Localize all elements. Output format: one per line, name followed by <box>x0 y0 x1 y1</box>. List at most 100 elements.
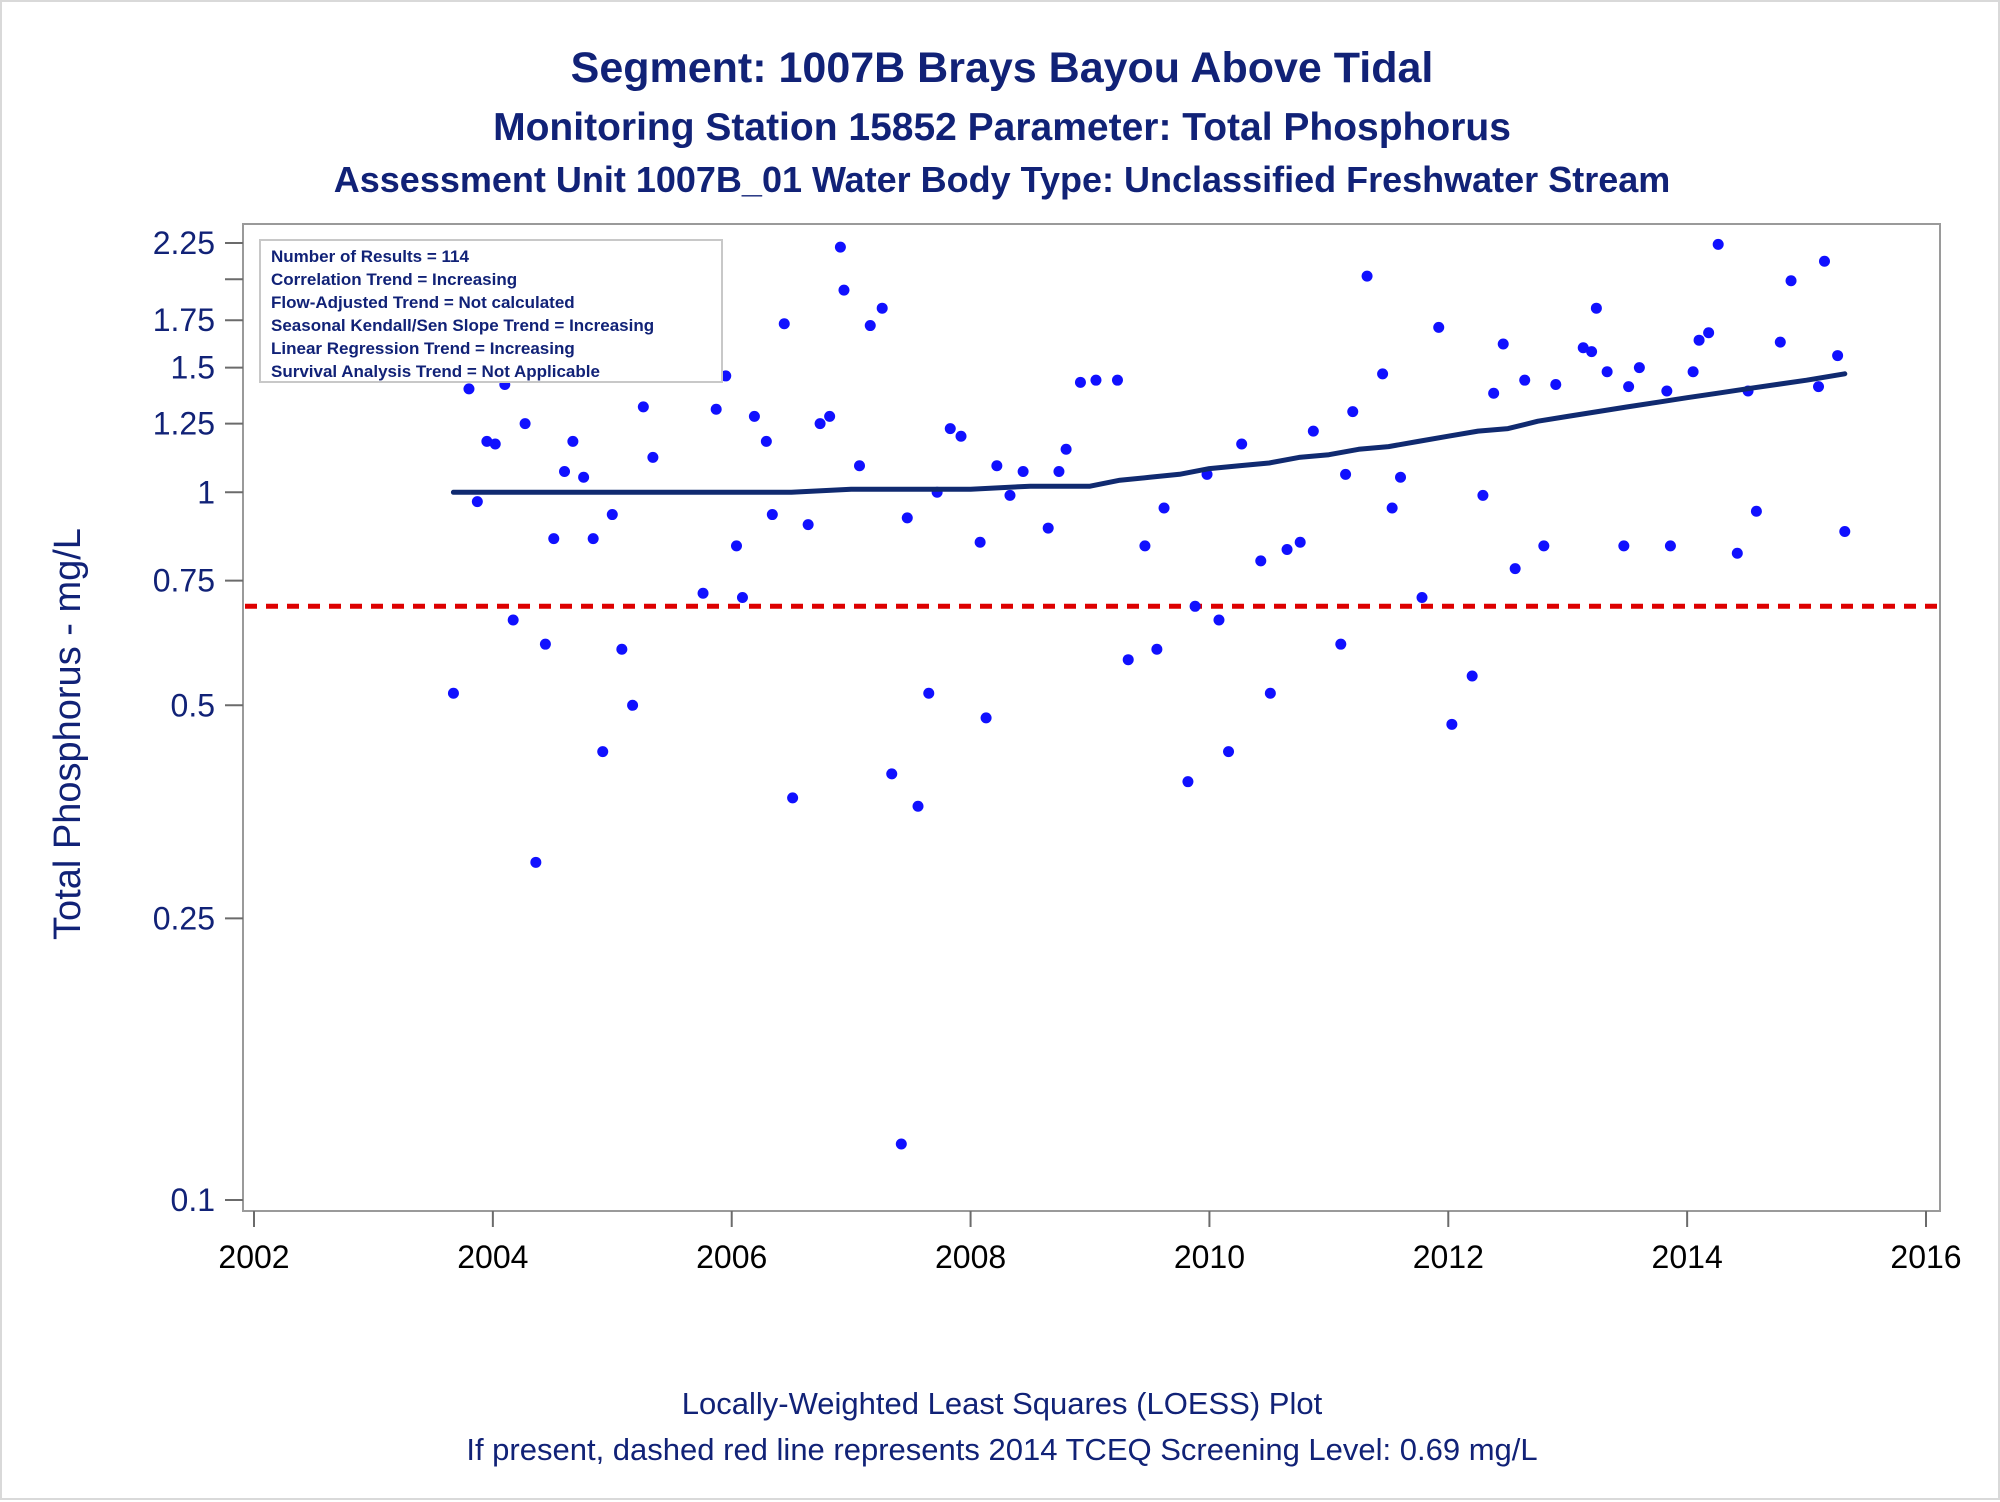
data-point <box>834 241 846 253</box>
data-point <box>1189 600 1201 612</box>
data-point <box>1042 522 1054 534</box>
data-point <box>901 512 913 524</box>
data-point <box>980 712 992 724</box>
data-point <box>507 614 519 626</box>
data-point <box>1090 374 1102 386</box>
data-point <box>1335 638 1347 650</box>
data-point <box>1377 368 1389 380</box>
data-point <box>1307 425 1319 437</box>
data-point <box>1538 540 1550 552</box>
y-tick-label: 0.1 <box>171 1182 215 1218</box>
data-point <box>1347 406 1359 418</box>
data-point <box>1488 387 1500 399</box>
data-point <box>519 418 531 430</box>
data-point <box>1633 362 1645 374</box>
data-point <box>1731 547 1743 559</box>
data-point <box>1294 536 1306 548</box>
footer-line-2: If present, dashed red line represents 2… <box>466 1432 1537 1467</box>
stats-box <box>259 239 723 383</box>
data-point <box>606 509 618 521</box>
data-point <box>1703 327 1715 339</box>
data-point <box>1712 238 1724 250</box>
data-point <box>1281 544 1293 556</box>
data-point <box>1182 776 1194 788</box>
data-point <box>864 320 876 332</box>
plot-border <box>242 223 1941 1212</box>
data-point <box>1519 374 1531 386</box>
data-point <box>1509 563 1521 575</box>
x-tick-label: 2006 <box>696 1239 767 1275</box>
data-point <box>1139 540 1151 552</box>
data-point <box>1839 526 1851 538</box>
x-tick-label: 2002 <box>218 1239 289 1275</box>
data-point <box>637 401 649 413</box>
data-point <box>766 509 778 521</box>
data-point <box>912 800 924 812</box>
data-point <box>1264 687 1276 699</box>
data-point <box>1416 592 1428 604</box>
chart-subtitle-2: Assessment Unit 1007B_01 Water Body Type… <box>334 159 1671 200</box>
data-point <box>1111 374 1123 386</box>
stats-box-line: Correlation Trend = Increasing <box>271 270 517 289</box>
stats-box-line: Survival Analysis Trend = Not Applicable <box>271 362 600 381</box>
data-point <box>730 540 742 552</box>
data-point <box>1213 614 1225 626</box>
x-tick-label: 2012 <box>1413 1239 1484 1275</box>
x-tick-label: 2008 <box>935 1239 1006 1275</box>
data-point <box>1158 502 1170 514</box>
data-point <box>1236 438 1248 450</box>
data-point <box>923 687 935 699</box>
data-point <box>838 284 850 296</box>
data-point <box>802 519 814 531</box>
data-point <box>1446 718 1458 730</box>
data-point <box>778 318 790 330</box>
data-point <box>697 587 709 599</box>
data-point <box>1661 385 1673 397</box>
data-point <box>530 856 542 868</box>
data-point <box>1687 366 1699 378</box>
data-point <box>1590 302 1602 314</box>
data-point <box>1386 502 1398 514</box>
data-point <box>814 418 826 430</box>
data-point <box>1053 465 1065 477</box>
data-point <box>559 465 571 477</box>
data-point <box>567 435 579 447</box>
data-point <box>1004 489 1016 501</box>
x-tick-label: 2004 <box>457 1239 528 1275</box>
data-point <box>597 746 609 758</box>
data-point <box>539 638 551 650</box>
x-tick-label: 2010 <box>1174 1239 1245 1275</box>
stats-box-line: Linear Regression Trend = Increasing <box>271 339 575 358</box>
data-point <box>1618 540 1630 552</box>
y-tick-label: 0.5 <box>171 687 215 723</box>
data-point <box>548 533 560 545</box>
data-point <box>471 496 483 508</box>
data-point <box>627 699 639 711</box>
data-point <box>616 643 628 655</box>
data-point <box>895 1138 907 1150</box>
data-point <box>1623 381 1635 393</box>
data-point <box>944 423 956 435</box>
data-point <box>1060 443 1072 455</box>
data-point <box>974 536 986 548</box>
data-point <box>760 435 772 447</box>
data-point <box>587 533 599 545</box>
data-point <box>647 451 659 463</box>
x-tick-label: 2016 <box>1890 1239 1961 1275</box>
data-point <box>1601 366 1613 378</box>
data-point <box>1017 465 1029 477</box>
data-point <box>787 792 799 804</box>
data-point <box>1497 338 1509 350</box>
data-point <box>1122 654 1134 666</box>
data-point <box>876 302 888 314</box>
data-point <box>1832 350 1844 362</box>
stats-box-line: Number of Results = 114 <box>271 247 469 266</box>
data-point <box>489 438 501 450</box>
stats-box-line: Seasonal Kendall/Sen Slope Trend = Incre… <box>271 316 654 335</box>
loess-line <box>450 371 1848 495</box>
data-point <box>1664 540 1676 552</box>
y-axis-label: Total Phosphorus - mg/L <box>47 528 89 940</box>
y-tick-label: 2.25 <box>153 225 215 261</box>
data-point <box>736 592 748 604</box>
